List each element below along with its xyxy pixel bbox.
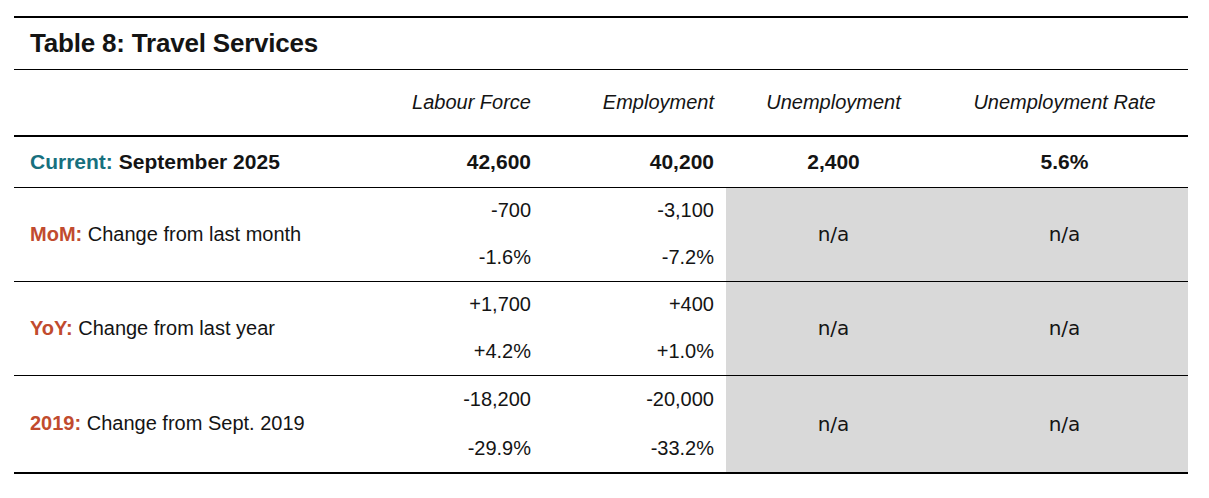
- y2019-unemployment-na: n/a: [726, 375, 941, 473]
- yoy-employment-percent: +1.0%: [545, 328, 726, 375]
- current-unemployment-rate: 5.6%: [941, 136, 1188, 187]
- table-title: Table 8: Travel Services: [30, 28, 318, 58]
- current-prefix: Current:: [30, 150, 113, 173]
- header-labour-force: Labour Force: [390, 69, 545, 136]
- y2019-row-change: 2019:Change from Sept. 2019 -18,200 -20,…: [14, 375, 1188, 424]
- mom-labour-force-percent: -1.6%: [390, 234, 545, 281]
- mom-employment-percent: -7.2%: [545, 234, 726, 281]
- yoy-labour-force-percent: +4.2%: [390, 328, 545, 375]
- yoy-row-label: YoY:Change from last year: [14, 281, 390, 375]
- current-labour-force: 42,600: [390, 136, 545, 187]
- current-period: September 2025: [119, 150, 280, 173]
- mom-description: Change from last month: [88, 223, 301, 245]
- y2019-labour-force-change: -18,200: [390, 375, 545, 424]
- yoy-row-change: YoY:Change from last year +1,700 +400 n/…: [14, 281, 1188, 328]
- mom-row-label: MoM: Change from last month: [14, 187, 390, 281]
- y2019-description: Change from Sept. 2019: [87, 412, 305, 434]
- header-row-label-spacer: [14, 69, 390, 136]
- title-row: Table 8: Travel Services: [14, 17, 1188, 69]
- y2019-labour-force-percent: -29.9%: [390, 424, 545, 473]
- current-employment: 40,200: [545, 136, 726, 187]
- yoy-description: Change from last year: [78, 317, 275, 339]
- y2019-employment-percent: -33.2%: [545, 424, 726, 473]
- yoy-unemployment-na: n/a: [726, 281, 941, 375]
- y2019-employment-change: -20,000: [545, 375, 726, 424]
- yoy-prefix: YoY:: [30, 317, 73, 339]
- y2019-unemployment-rate-na: n/a: [941, 375, 1188, 473]
- yoy-labour-force-change: +1,700: [390, 281, 545, 328]
- header-unemployment: Unemployment: [726, 69, 941, 136]
- yoy-employment-change: +400: [545, 281, 726, 328]
- current-unemployment: 2,400: [726, 136, 941, 187]
- mom-row-change: MoM:Change from last month -700 -3,100 n…: [14, 187, 1188, 234]
- mom-employment-change: -3,100: [545, 187, 726, 234]
- column-header-row: Labour Force Employment Unemployment Une…: [14, 69, 1188, 136]
- header-employment: Employment: [545, 69, 726, 136]
- y2019-row-label: 2019: Change from Sept. 2019: [14, 375, 390, 473]
- header-unemployment-rate: Unemployment Rate: [941, 69, 1188, 136]
- mom-prefix: MoM:: [30, 223, 82, 245]
- travel-services-table: Table 8: Travel Services Labour Force Em…: [14, 16, 1188, 474]
- mom-unemployment-rate-na: n/a: [941, 187, 1188, 281]
- current-row-label: Current: September 2025: [14, 136, 390, 187]
- mom-unemployment-na: n/a: [726, 187, 941, 281]
- y2019-prefix: 2019:: [30, 412, 81, 434]
- mom-labour-force-change: -700: [390, 187, 545, 234]
- yoy-unemployment-rate-na: n/a: [941, 281, 1188, 375]
- current-row: Current: September 2025 42,600 40,200 2,4…: [14, 136, 1188, 187]
- travel-services-table-container: Table 8: Travel Services Labour Force Em…: [14, 16, 1188, 474]
